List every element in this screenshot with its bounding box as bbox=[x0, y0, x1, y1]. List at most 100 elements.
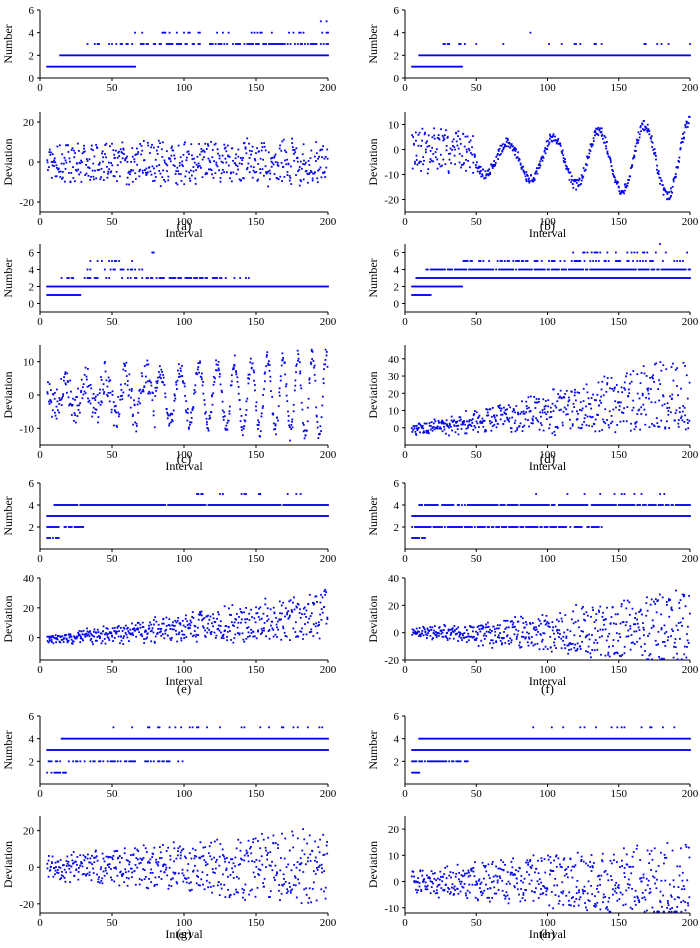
data-point bbox=[253, 285, 256, 288]
data-point bbox=[297, 170, 299, 172]
data-point bbox=[59, 294, 62, 296]
data-point bbox=[76, 415, 79, 417]
data-point bbox=[230, 639, 232, 641]
data-point bbox=[327, 31, 329, 34]
data-point bbox=[535, 277, 537, 279]
data-point bbox=[545, 418, 548, 421]
data-point bbox=[121, 277, 123, 279]
data-point bbox=[103, 171, 105, 173]
data-point bbox=[138, 170, 141, 173]
data-point bbox=[632, 268, 634, 271]
number_plot-x-tick-label: 0 bbox=[37, 82, 43, 94]
data-point bbox=[289, 439, 291, 442]
data-point bbox=[86, 54, 89, 57]
data-point bbox=[633, 156, 636, 159]
data-point bbox=[665, 368, 668, 371]
data-point bbox=[677, 159, 680, 162]
data-point bbox=[540, 156, 543, 159]
data-point bbox=[442, 277, 445, 279]
data-point bbox=[218, 154, 221, 157]
data-point bbox=[570, 390, 573, 393]
data-point bbox=[603, 277, 606, 279]
data-point bbox=[681, 137, 684, 140]
data-point bbox=[48, 383, 51, 385]
data-point bbox=[599, 268, 602, 271]
data-point bbox=[246, 618, 249, 620]
data-point bbox=[429, 161, 431, 163]
data-point bbox=[140, 633, 143, 636]
data-point bbox=[161, 370, 164, 373]
number_plot-x-tick-label: 0 bbox=[402, 82, 408, 94]
data-point bbox=[448, 434, 450, 437]
data-point bbox=[215, 634, 218, 637]
data-point bbox=[98, 504, 100, 506]
data-point bbox=[89, 54, 92, 57]
data-point bbox=[108, 515, 111, 517]
data-point bbox=[168, 31, 171, 34]
data-point bbox=[465, 526, 468, 528]
data-point bbox=[577, 426, 580, 429]
data-point bbox=[646, 54, 649, 57]
data-point bbox=[513, 147, 515, 150]
data-point bbox=[72, 397, 74, 400]
data-point bbox=[95, 54, 98, 57]
data-point bbox=[616, 424, 619, 426]
data-point bbox=[49, 285, 51, 288]
data-point bbox=[258, 150, 260, 153]
data-point bbox=[237, 515, 240, 517]
deviation_plot-y-tick-label: -20 bbox=[19, 197, 34, 209]
data-point bbox=[52, 636, 54, 638]
data-point bbox=[104, 370, 107, 373]
data-point bbox=[247, 504, 250, 506]
data-point bbox=[493, 414, 496, 417]
data-point bbox=[553, 277, 556, 279]
data-point bbox=[552, 268, 555, 271]
data-point bbox=[226, 144, 229, 147]
data-point bbox=[50, 151, 52, 154]
data-point bbox=[161, 277, 164, 279]
data-point bbox=[160, 148, 163, 151]
data-point bbox=[466, 135, 469, 138]
data-point bbox=[184, 617, 187, 620]
data-point bbox=[139, 515, 142, 517]
data-point bbox=[436, 526, 439, 528]
data-point bbox=[542, 268, 545, 271]
data-point bbox=[412, 425, 415, 428]
data-point bbox=[530, 526, 533, 528]
data-point bbox=[238, 616, 240, 618]
data-point bbox=[272, 635, 275, 638]
data-point bbox=[211, 149, 214, 151]
data-point bbox=[69, 504, 72, 506]
data-point bbox=[448, 65, 451, 68]
data-point bbox=[207, 427, 210, 430]
data-point bbox=[474, 426, 477, 429]
data-point bbox=[74, 414, 77, 416]
data-point bbox=[224, 515, 227, 517]
data-point bbox=[153, 640, 156, 643]
data-point bbox=[213, 504, 216, 506]
data-point bbox=[572, 402, 575, 405]
data-point bbox=[78, 411, 81, 414]
data-point bbox=[247, 631, 250, 634]
data-point bbox=[82, 65, 85, 68]
data-point bbox=[623, 277, 626, 279]
data-point bbox=[632, 406, 635, 409]
data-point bbox=[168, 54, 171, 57]
data-point bbox=[99, 515, 102, 517]
data-point bbox=[118, 155, 121, 158]
data-point bbox=[57, 537, 60, 539]
data-point bbox=[587, 155, 589, 158]
data-point bbox=[546, 277, 549, 279]
data-point bbox=[305, 609, 308, 612]
data-point bbox=[445, 424, 448, 427]
data-point bbox=[436, 427, 439, 430]
data-point bbox=[548, 277, 550, 279]
data-point bbox=[288, 600, 291, 603]
data-point bbox=[305, 515, 308, 517]
data-point bbox=[231, 147, 234, 150]
data-point bbox=[170, 504, 172, 506]
data-point bbox=[73, 504, 76, 506]
data-point bbox=[659, 277, 661, 279]
data-point bbox=[679, 268, 681, 271]
